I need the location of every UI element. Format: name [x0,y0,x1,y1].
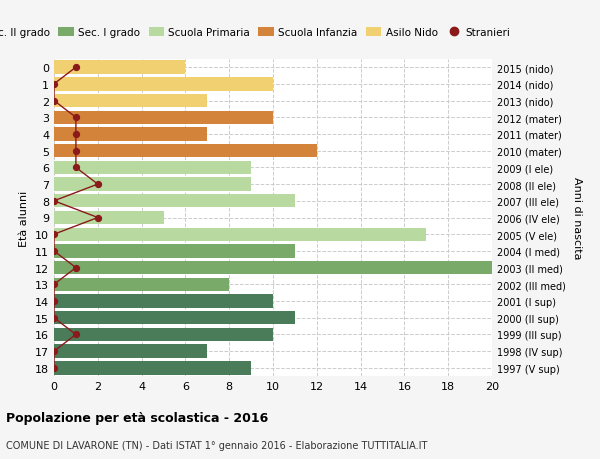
Point [49,314,59,322]
Text: COMUNE DI LAVARONE (TN) - Dati ISTAT 1° gennaio 2016 - Elaborazione TUTTITALIA.I: COMUNE DI LAVARONE (TN) - Dati ISTAT 1° … [6,440,427,450]
Point [71,148,81,155]
Legend: Sec. II grado, Sec. I grado, Scuola Primaria, Scuola Infanzia, Asilo Nido, Stran: Sec. II grado, Sec. I grado, Scuola Prim… [0,24,515,42]
Bar [54,178,251,191]
Bar [54,311,295,325]
Point [49,364,59,372]
Point [49,248,59,255]
Bar [54,195,295,208]
Point [49,198,59,205]
Bar [54,78,273,91]
Y-axis label: Età alunni: Età alunni [19,190,29,246]
Point [93,181,103,188]
Point [71,114,81,122]
Bar [54,278,229,291]
Bar [54,112,273,125]
Bar [54,128,208,141]
Bar [54,295,273,308]
Point [93,214,103,222]
Point [71,264,81,272]
Bar [54,328,273,341]
Y-axis label: Anni di nascita: Anni di nascita [572,177,583,259]
Point [71,64,81,72]
Point [71,131,81,138]
Point [49,298,59,305]
Bar [54,95,208,108]
Bar [54,228,426,241]
Point [49,281,59,288]
Point [49,231,59,238]
Point [71,331,81,338]
Point [49,98,59,105]
Text: Popolazione per età scolastica - 2016: Popolazione per età scolastica - 2016 [6,411,268,424]
Bar [54,345,208,358]
Bar [54,211,163,225]
Bar [54,361,251,375]
Bar [54,62,185,75]
Bar [54,261,492,274]
Bar [54,145,317,158]
Point [49,81,59,88]
Bar [54,162,251,175]
Point [49,348,59,355]
Bar [54,245,295,258]
Point [71,164,81,172]
